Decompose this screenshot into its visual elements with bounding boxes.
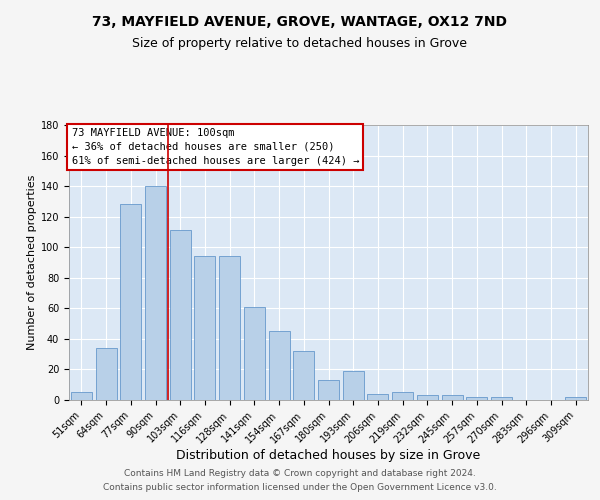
Y-axis label: Number of detached properties: Number of detached properties	[26, 175, 37, 350]
Bar	[293, 351, 314, 400]
Bar	[343, 371, 364, 400]
Bar	[244, 307, 265, 400]
Bar	[318, 380, 339, 400]
Bar	[491, 397, 512, 400]
Bar	[95, 348, 116, 400]
X-axis label: Distribution of detached houses by size in Grove: Distribution of detached houses by size …	[176, 449, 481, 462]
Bar	[145, 186, 166, 400]
Bar	[466, 397, 487, 400]
Bar	[565, 397, 586, 400]
Bar	[392, 392, 413, 400]
Bar	[417, 396, 438, 400]
Bar	[219, 256, 240, 400]
Text: Size of property relative to detached houses in Grove: Size of property relative to detached ho…	[133, 38, 467, 51]
Bar	[269, 331, 290, 400]
Text: Contains public sector information licensed under the Open Government Licence v3: Contains public sector information licen…	[103, 484, 497, 492]
Text: Contains HM Land Registry data © Crown copyright and database right 2024.: Contains HM Land Registry data © Crown c…	[124, 468, 476, 477]
Bar	[194, 256, 215, 400]
Bar	[170, 230, 191, 400]
Bar	[442, 396, 463, 400]
Bar	[120, 204, 141, 400]
Bar	[367, 394, 388, 400]
Text: 73 MAYFIELD AVENUE: 100sqm
← 36% of detached houses are smaller (250)
61% of sem: 73 MAYFIELD AVENUE: 100sqm ← 36% of deta…	[71, 128, 359, 166]
Text: 73, MAYFIELD AVENUE, GROVE, WANTAGE, OX12 7ND: 73, MAYFIELD AVENUE, GROVE, WANTAGE, OX1…	[92, 15, 508, 29]
Bar	[71, 392, 92, 400]
